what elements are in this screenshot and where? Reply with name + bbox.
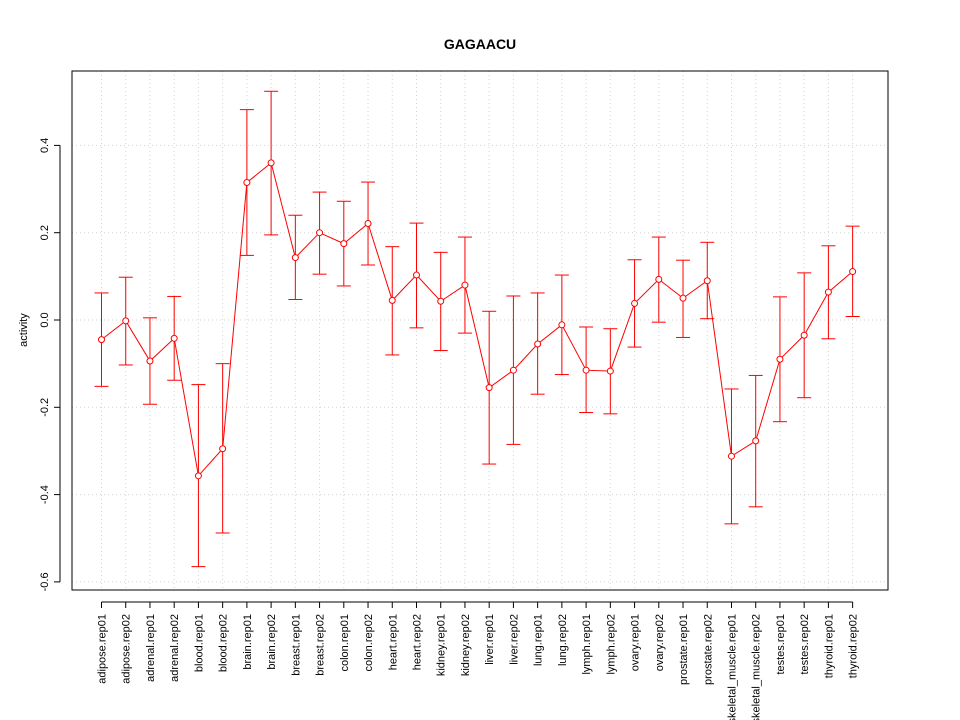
- x-tick-label: lung.rep01: [533, 614, 545, 666]
- data-point: [243, 179, 251, 187]
- data-point: [509, 366, 517, 374]
- data-point: [122, 317, 130, 325]
- y-tick-label: 0.4: [39, 138, 51, 153]
- data-point: [437, 297, 445, 305]
- x-tick-label: prostate.rep01: [678, 614, 690, 685]
- x-tick-label: adipose.rep02: [121, 614, 133, 684]
- data-point: [412, 271, 420, 279]
- x-tick-label: adrenal.rep02: [169, 614, 181, 682]
- x-tick-label: lymph.rep02: [605, 614, 617, 675]
- data-point: [655, 275, 663, 283]
- x-tick-label: skeletal_muscle.rep02: [751, 614, 763, 720]
- data-point: [727, 452, 735, 460]
- x-tick-label: heart.rep01: [387, 614, 399, 670]
- y-tick-label: -0.2: [39, 398, 51, 417]
- y-tick-label: -0.4: [39, 485, 51, 504]
- x-axis: adipose.rep01 adipose.rep02 adrenal.rep01 a…: [97, 601, 860, 720]
- data-point: [582, 366, 590, 374]
- data-point: [267, 159, 275, 167]
- data-point: [485, 384, 493, 392]
- data-point: [800, 331, 808, 339]
- x-tick-label: colon.rep01: [339, 614, 351, 672]
- grid-layer: [72, 71, 888, 590]
- x-tick-label: ovary.rep02: [654, 614, 666, 671]
- x-tick-label: heart.rep02: [411, 614, 423, 670]
- x-tick-label: brain.rep01: [242, 614, 254, 670]
- data-point: [316, 229, 324, 237]
- data-point: [679, 294, 687, 302]
- y-axis: -0.6 -0.4 -0.2 0.0 0.2 0.4: [39, 138, 61, 591]
- plot-frame: [71, 70, 889, 591]
- x-tick-label: testes.rep01: [775, 614, 787, 675]
- x-tick-label: breast.rep01: [290, 614, 302, 676]
- data-point: [534, 340, 542, 348]
- data-point: [388, 296, 396, 304]
- chart-title: GAGAACU: [444, 36, 516, 52]
- data-point: [776, 355, 784, 363]
- data-point: [606, 367, 614, 375]
- data-point: [558, 321, 566, 329]
- data-point: [98, 336, 105, 344]
- series-line: [101, 161, 853, 477]
- data-point: [752, 437, 760, 445]
- data-point: [194, 472, 202, 480]
- data-point: [824, 288, 832, 296]
- x-tick-label: liver.rep02: [508, 614, 520, 665]
- y-tick-label: 0.2: [39, 225, 51, 240]
- series-layer: [94, 90, 860, 568]
- x-tick-label: breast.rep02: [315, 614, 327, 676]
- x-tick-label: prostate.rep02: [702, 614, 714, 685]
- x-tick-label: liver.rep01: [484, 614, 496, 665]
- x-tick-label: thyroid.rep01: [823, 614, 835, 678]
- y-tick-label: -0.6: [39, 572, 51, 591]
- data-point: [849, 268, 857, 276]
- x-tick-label: adrenal.rep01: [145, 614, 157, 682]
- x-tick-label: brain.rep02: [266, 614, 278, 670]
- data-point: [364, 220, 372, 228]
- y-axis-label: activity: [18, 313, 30, 347]
- x-tick-label: colon.rep02: [363, 614, 375, 672]
- x-tick-label: lymph.rep01: [581, 614, 593, 675]
- x-tick-label: skeletal_muscle.rep01: [726, 614, 738, 720]
- data-point: [703, 277, 711, 285]
- x-tick-label: kidney.rep01: [436, 614, 448, 676]
- x-tick-label: lung.rep02: [557, 614, 569, 666]
- x-tick-label: ovary.rep01: [630, 614, 642, 671]
- x-tick-label: thyroid.rep02: [848, 614, 860, 678]
- data-point: [219, 445, 227, 453]
- data-point: [340, 240, 348, 248]
- y-tick-label: 0.0: [39, 312, 51, 327]
- data-point: [461, 281, 469, 289]
- x-tick-label: blood.rep02: [218, 614, 230, 672]
- x-tick-label: kidney.rep02: [460, 614, 472, 676]
- data-point: [170, 334, 178, 342]
- x-tick-label: blood.rep01: [193, 614, 205, 672]
- x-tick-label: adipose.rep01: [97, 614, 109, 684]
- data-point: [146, 357, 154, 365]
- data-point: [631, 299, 639, 307]
- data-point: [291, 254, 299, 262]
- x-tick-label: testes.rep02: [799, 614, 811, 675]
